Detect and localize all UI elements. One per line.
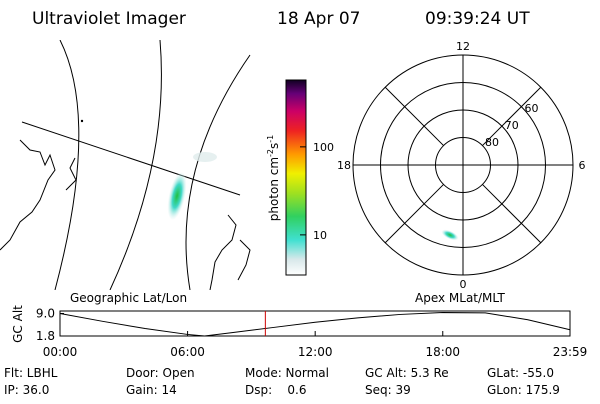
status-field: GLat: -55.0 — [487, 366, 554, 380]
y-tick-label: 1.8 — [36, 329, 55, 343]
polar-diagonal — [384, 184, 444, 244]
x-tick-label: 06:00 — [170, 345, 205, 359]
island — [80, 119, 84, 123]
colorbar-label: photon cm-2s-1 — [266, 135, 281, 222]
status-field: IP: 36.0 — [4, 383, 49, 397]
x-tick-label: 12:00 — [298, 345, 333, 359]
status-field: Door: Open — [126, 366, 195, 380]
polar-diagonal — [482, 184, 542, 244]
polar-diagonal — [384, 86, 444, 146]
status-field: Mode: Normal — [245, 366, 329, 380]
title: Ultraviolet Imager — [32, 9, 186, 29]
map-label: Geographic Lat/Lon — [70, 291, 187, 305]
status-field: Dsp: 0.6 — [245, 383, 307, 397]
polar-ring-label: 60 — [525, 102, 539, 115]
aurora-emission — [167, 172, 187, 220]
meridian — [109, 40, 162, 290]
colorbar-tick-label: 100 — [313, 141, 334, 154]
meridian — [185, 54, 251, 290]
polar-ring-label: 80 — [485, 136, 499, 149]
coastline — [209, 214, 237, 290]
date: 18 Apr 07 — [277, 9, 360, 29]
polar-ring-label: 70 — [505, 119, 519, 132]
coastline — [237, 239, 251, 281]
aurora-emission — [441, 229, 459, 241]
x-tick-label: 23:59 — [553, 345, 588, 359]
status-field: GLon: 175.9 — [487, 383, 560, 397]
parallel — [21, 121, 241, 196]
coastline — [65, 157, 77, 191]
x-tick-label: 00:00 — [43, 345, 78, 359]
status-field: Seq: 39 — [365, 383, 411, 397]
y-tick-label: 9.0 — [36, 307, 55, 321]
coastline — [0, 139, 56, 251]
polar-hour-label: 12 — [456, 40, 470, 53]
status-field: Flt: LBHL — [4, 366, 58, 380]
polar-hour-label: 18 — [337, 159, 351, 172]
altitude-curve — [59, 312, 571, 337]
aurora-emission — [193, 152, 217, 162]
status-field: GC Alt: 5.3 Re — [365, 366, 449, 380]
polar-hour-label: 6 — [579, 159, 586, 172]
x-tick-label: 18:00 — [425, 345, 460, 359]
status-field: Gain: 14 — [126, 383, 177, 397]
polar-diagonal — [482, 86, 542, 146]
polar-label: Apex MLat/MLT — [415, 291, 505, 305]
geographic-map — [0, 40, 251, 290]
colorbar — [285, 79, 307, 276]
altitude-label: GC Alt — [11, 305, 25, 343]
meridian — [54, 40, 80, 290]
time: 09:39:24 UT — [425, 9, 530, 29]
colorbar-tick-label: 10 — [313, 229, 327, 242]
polar-hour-label: 0 — [460, 278, 467, 291]
